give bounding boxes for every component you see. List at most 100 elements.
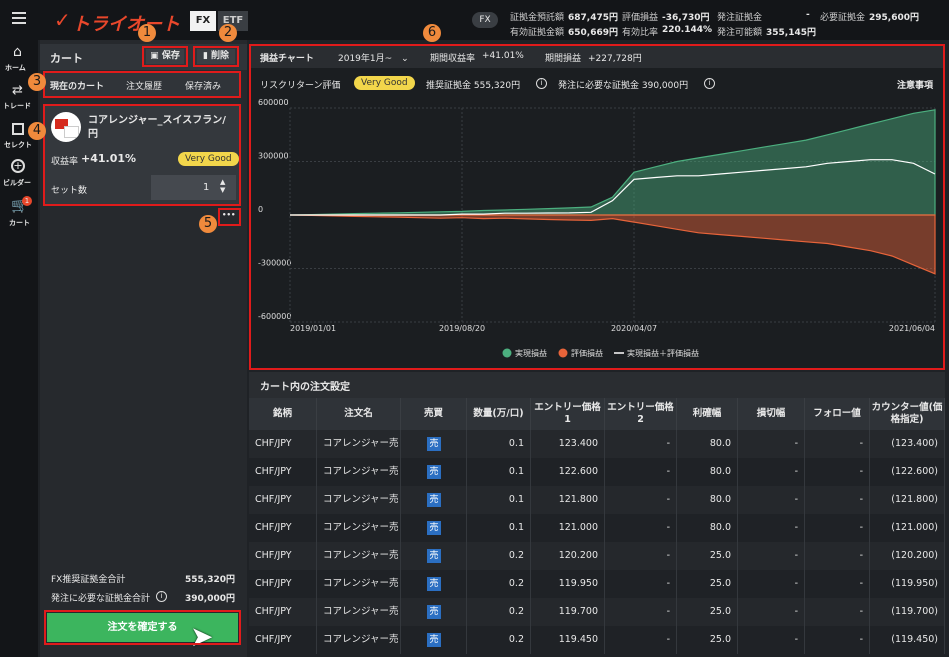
table-cell: 25.0 — [677, 542, 738, 570]
period-pl-label: 期間損益 — [545, 54, 582, 64]
area — [289, 109, 936, 216]
nav-trade[interactable]: トレード — [3, 102, 31, 110]
column-header: フォロー値 — [805, 398, 870, 430]
table-cell: 0.1 — [467, 486, 531, 514]
nav-icon-trade: ⇄ — [12, 83, 23, 98]
nav-builder[interactable]: ビルダー — [3, 179, 31, 187]
legend-label: 評価損益 — [571, 348, 603, 358]
column-header: 注文名 — [317, 398, 401, 430]
nav-home[interactable]: ホーム — [5, 64, 26, 72]
area — [289, 214, 936, 275]
table-cell: 0.2 — [467, 626, 531, 654]
table-cell: - — [738, 598, 805, 626]
stat-label: 有効比率 — [622, 28, 659, 38]
legend-label: 実現損益＋評価損益 — [627, 348, 699, 358]
table-cell: 0.2 — [467, 542, 531, 570]
highlight — [43, 71, 241, 98]
side-badge: 売 — [427, 577, 441, 591]
highlight — [44, 610, 241, 645]
total-value-2: 390,000円 — [185, 594, 235, 604]
table-cell: 80.0 — [677, 514, 738, 542]
column-header: 銘柄 — [249, 398, 317, 430]
table-cell: - — [805, 514, 870, 542]
table-cell: コアレンジャー売 — [317, 570, 401, 598]
side-badge: 売 — [427, 549, 441, 563]
info-icon: i — [536, 78, 547, 89]
table-cell: コアレンジャー売 — [317, 514, 401, 542]
table-cell: 119.450 — [531, 626, 605, 654]
period-select[interactable]: 2019年1月~ ⌄ — [338, 51, 409, 64]
nav-select[interactable]: セレクト — [4, 141, 32, 149]
table-cell: (119.950) — [870, 570, 945, 598]
table-cell: 80.0 — [677, 486, 738, 514]
tab-fx[interactable]: FX — [190, 11, 216, 31]
table-cell: 80.0 — [677, 430, 738, 458]
chart-tab[interactable]: 損益チャート — [260, 54, 314, 64]
item-name: コアレンジャー_スイスフラン/円 — [88, 115, 226, 140]
table-cell: CHF/JPY — [249, 486, 317, 514]
info-icon: i — [704, 78, 715, 89]
highlight — [249, 44, 945, 370]
table-cell: - — [605, 486, 677, 514]
cart-tab-saved[interactable]: 保存済み — [185, 82, 222, 92]
pl-chart: -600000 -300000 0 300000 600000 2019/01/01 201… — [258, 98, 936, 358]
nav-icon-home: ⌂ — [13, 44, 22, 60]
save-icon: ▣ — [150, 51, 162, 61]
stat-label: 必要証拠金 — [820, 13, 866, 23]
stat-label: 発注証拠金 — [717, 13, 763, 23]
y-tick-label: 0 — [258, 205, 263, 214]
return-label: 収益率 — [51, 157, 79, 167]
save-button[interactable]: ▣ 保存 — [146, 49, 184, 64]
table-title: カート内の注文設定 — [260, 382, 350, 393]
notes-link[interactable]: 注意事項 — [897, 81, 934, 91]
table-cell: - — [805, 598, 870, 626]
currency-flag — [51, 112, 81, 142]
x-tick-label: 2021/06/04 — [889, 324, 935, 333]
line — [290, 159, 936, 216]
table-cell: 119.950 — [531, 570, 605, 598]
side-badge: 売 — [427, 633, 441, 647]
sets-input[interactable] — [151, 175, 236, 200]
cart-tab-history[interactable]: 注文履歴 — [126, 82, 163, 92]
annotation: 3 — [28, 73, 46, 91]
info-icon: i — [156, 591, 167, 602]
table-cell: CHF/JPY — [249, 430, 317, 458]
highlight — [218, 208, 241, 226]
stat-value: 355,145円 — [766, 28, 817, 38]
table-cell: (120.200) — [870, 542, 945, 570]
logo: トライオート — [72, 14, 180, 35]
column-header: 売買 — [401, 398, 467, 430]
delete-button[interactable]: ▮ 削除 — [197, 49, 235, 64]
table-cell: - — [738, 542, 805, 570]
table-cell: コアレンジャー売 — [317, 542, 401, 570]
period-return: +41.01% — [482, 51, 524, 61]
column-header: 数量(万/口) — [467, 398, 531, 430]
y-tick-label: -600000 — [258, 312, 291, 321]
cart-tab-current[interactable]: 現在のカート — [50, 82, 105, 92]
table-cell: 121.800 — [531, 486, 605, 514]
menu-icon[interactable] — [12, 12, 26, 24]
annotation: 5 — [199, 215, 217, 233]
table-cell: (119.450) — [870, 626, 945, 654]
more-button[interactable]: ••• — [222, 211, 236, 219]
logo-mark: ✓ — [54, 8, 71, 32]
table-cell: - — [605, 598, 677, 626]
table-cell: - — [738, 514, 805, 542]
sets-spinner[interactable]: ▲ ▼ — [220, 178, 226, 194]
x-tick-label: 2019/01/01 — [290, 324, 336, 333]
table-cell: - — [605, 626, 677, 654]
chart-toolbar — [251, 46, 943, 68]
annotation: 4 — [28, 122, 46, 140]
table-cell: 0.2 — [467, 570, 531, 598]
cart-tabs — [45, 73, 239, 96]
stat-value: 220.144% — [662, 25, 713, 35]
table-cell: CHF/JPY — [249, 570, 317, 598]
total-value-1: 555,320円 — [185, 575, 235, 585]
table-cell: - — [605, 458, 677, 486]
y-tick-label: 600000 — [258, 98, 289, 107]
legend-label: 実現損益 — [515, 348, 547, 358]
legend-swatch — [502, 348, 512, 358]
confirm-button[interactable]: 注文を確定する — [47, 613, 238, 642]
nav-cart[interactable]: カート — [9, 219, 30, 227]
